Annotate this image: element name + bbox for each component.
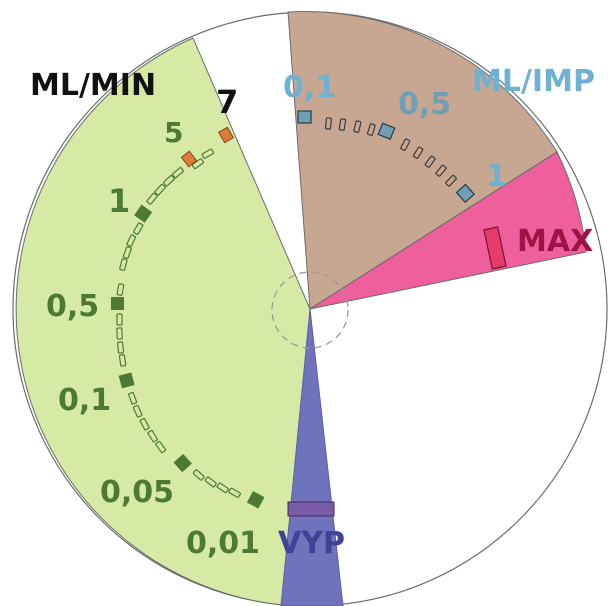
center-hub xyxy=(271,271,349,349)
marker-5 xyxy=(180,150,198,168)
scale-tick xyxy=(116,283,125,296)
ml-min-sector[interactable] xyxy=(15,37,311,606)
scale-tick xyxy=(118,354,127,367)
scale-tick xyxy=(122,246,132,259)
vyp-marker xyxy=(287,501,335,517)
scale-tick xyxy=(353,120,362,133)
scale-tick xyxy=(146,192,158,205)
scale-tick xyxy=(191,158,205,170)
marker-7 xyxy=(217,126,235,144)
ml-min-scale-ticks xyxy=(116,148,241,498)
max-sector[interactable] xyxy=(309,151,587,310)
min-scale-0-01: 0,01 xyxy=(186,526,260,561)
scale-tick xyxy=(155,440,167,454)
scale-tick xyxy=(400,138,411,151)
min-scale-5: 5 xyxy=(164,116,183,149)
min-scale-0-1: 0,1 xyxy=(58,383,111,418)
scale-tick xyxy=(128,391,138,405)
imp-marker-1 xyxy=(455,183,475,204)
scale-tick xyxy=(424,155,436,168)
scale-tick xyxy=(163,174,175,187)
scale-tick xyxy=(147,429,158,443)
imp-marker-0-5 xyxy=(377,122,396,140)
scale-tick xyxy=(338,118,347,131)
scale-tick xyxy=(126,234,137,247)
marker-0-5 xyxy=(111,297,124,310)
scale-tick xyxy=(201,148,215,159)
scale-tick xyxy=(117,341,125,354)
scale-tick xyxy=(435,164,447,177)
marker-0-05 xyxy=(173,453,192,473)
marker-1 xyxy=(134,204,153,223)
scale-tick xyxy=(116,327,123,340)
scale-tick xyxy=(445,174,457,187)
scale-tick xyxy=(204,476,217,488)
max-marker xyxy=(483,226,507,270)
min-scale-0-05: 0,05 xyxy=(100,475,174,510)
scale-tick xyxy=(154,183,166,196)
scale-tick xyxy=(324,117,332,130)
scale-tick xyxy=(132,404,143,418)
vyp-sector[interactable] xyxy=(280,308,344,606)
scale-tick xyxy=(133,222,144,235)
min-scale-0-5: 0,5 xyxy=(46,289,99,324)
scale-tick xyxy=(228,487,241,498)
imp-scale-0-1: 0,1 xyxy=(283,70,336,105)
scale-tick xyxy=(412,146,424,159)
min-scale-1: 1 xyxy=(108,182,130,220)
imp-scale-0-5: 0,5 xyxy=(398,87,451,122)
min-scale-7: 7 xyxy=(216,83,238,121)
scale-tick xyxy=(171,167,184,179)
imp-scale-1: 1 xyxy=(486,159,507,194)
marker-0-01 xyxy=(246,491,265,509)
ml-imp-scale-ticks xyxy=(324,117,457,187)
scale-tick xyxy=(216,482,229,494)
label-ml-imp: ML/IMP xyxy=(472,64,595,99)
ml-imp-sector[interactable] xyxy=(287,11,558,310)
scale-tick xyxy=(366,123,376,136)
scale-tick xyxy=(116,313,123,326)
label-ml-min: ML/MIN xyxy=(30,68,156,103)
imp-marker-0-1 xyxy=(297,110,312,124)
marker-0-1 xyxy=(118,372,135,389)
label-max: MAX xyxy=(517,224,593,259)
label-vyp: VYP xyxy=(278,526,345,561)
scale-tick xyxy=(192,469,205,481)
scale-tick xyxy=(139,417,150,431)
scale-tick xyxy=(119,258,128,271)
